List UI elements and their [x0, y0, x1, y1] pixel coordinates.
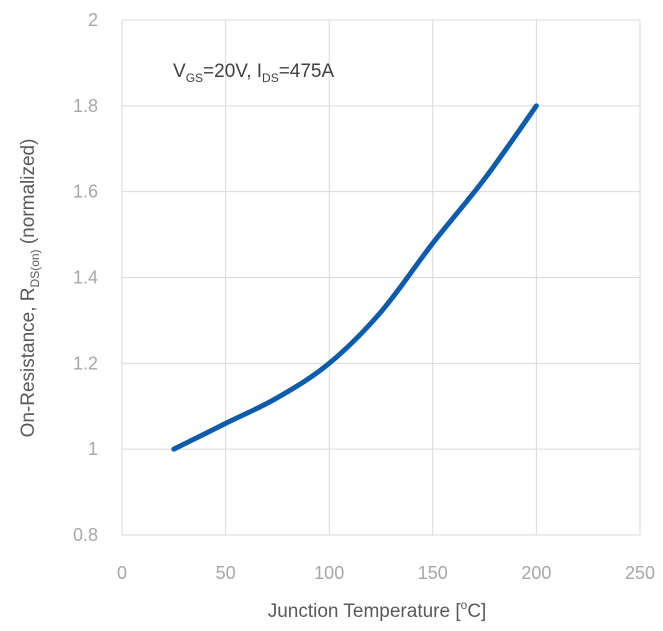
x-axis-title: Junction Temperature [oC] [268, 598, 487, 622]
data-point [277, 397, 278, 398]
data-point [225, 423, 226, 424]
x-tick-label: 100 [314, 563, 344, 583]
data-point [536, 105, 537, 106]
y-tick-labels: 0.8 1 1.2 1.4 1.6 1.8 2 [73, 10, 98, 545]
y-tick-label: 2 [88, 10, 98, 30]
data-point [432, 243, 433, 244]
y-tick-label: 1.8 [73, 96, 98, 116]
y-tick-label: 1.6 [73, 182, 98, 202]
data-point [381, 311, 382, 312]
y-tick-label: 1.4 [73, 268, 98, 288]
x-tick-label: 0 [117, 563, 127, 583]
chart-annotation: VGS=20V, IDS=475A [173, 61, 334, 85]
y-axis-title: On-Resistance, RDS(on) (normalized) [18, 139, 42, 438]
data-point [329, 363, 330, 364]
grid [121, 19, 641, 536]
x-tick-label: 150 [418, 563, 448, 583]
x-tick-label: 200 [521, 563, 551, 583]
series-line [171, 103, 539, 452]
x-tick-label: 50 [216, 563, 236, 583]
y-tick-label: 0.8 [73, 525, 98, 545]
x-tick-label: 250 [625, 563, 655, 583]
y-tick-label: 1 [88, 439, 98, 459]
x-tick-labels: 0 50 100 150 200 250 [117, 563, 655, 583]
series-layer [171, 103, 539, 452]
data-point [484, 178, 485, 179]
y-tick-label: 1.2 [73, 353, 98, 373]
data-point [173, 449, 174, 450]
